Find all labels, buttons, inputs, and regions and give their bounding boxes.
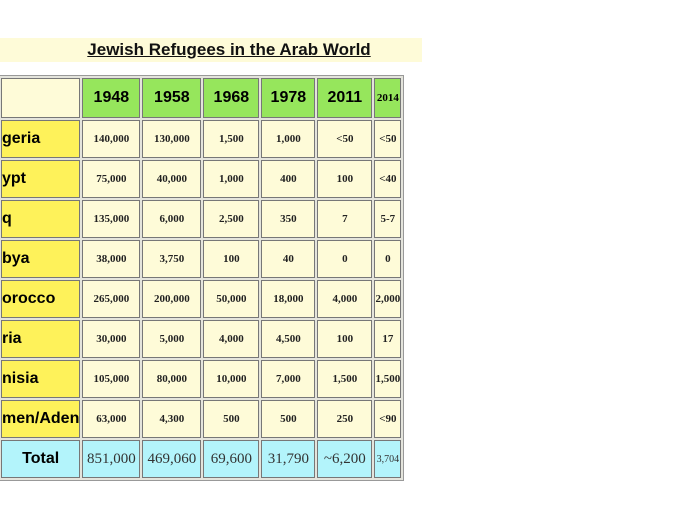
table-title: Jewish Refugees in the Arab World [87,40,371,59]
value-cell: 4,000 [203,320,260,358]
table-row: q 135,000 6,000 2,500 350 7 5-7 [1,200,402,238]
table-row: ria 30,000 5,000 4,000 4,500 100 17 [1,320,402,358]
column-header: 2011 [317,78,373,118]
value-cell: <50 [374,120,402,158]
total-cell: 851,000 [82,440,141,478]
value-cell: 400 [261,160,316,198]
value-cell: 2,500 [203,200,260,238]
value-cell: 100 [317,320,373,358]
country-label: nisia [1,360,81,398]
value-cell: 40,000 [142,160,202,198]
value-cell: 140,000 [82,120,141,158]
total-label: Total [1,440,81,478]
value-cell: 1,500 [203,120,260,158]
value-cell: <50 [317,120,373,158]
country-label: ria [1,320,81,358]
column-header: 1948 [82,78,141,118]
value-cell: 7 [317,200,373,238]
country-label: bya [1,240,81,278]
total-cell: 469,060 [142,440,202,478]
value-cell: 250 [317,400,373,438]
value-cell: 3,750 [142,240,202,278]
value-cell: <40 [374,160,402,198]
value-cell: 4,000 [317,280,373,318]
value-cell: 5-7 [374,200,402,238]
total-cell: 3,704 [374,440,402,478]
table-row: bya 38,000 3,750 100 40 0 0 [1,240,402,278]
table-row: geria 140,000 130,000 1,500 1,000 <50 <50 [1,120,402,158]
total-cell: 31,790 [261,440,316,478]
value-cell: 1,000 [261,120,316,158]
country-label: geria [1,120,81,158]
value-cell: 6,000 [142,200,202,238]
value-cell: 38,000 [82,240,141,278]
value-cell: 1,500 [374,360,402,398]
value-cell: 40 [261,240,316,278]
total-row: Total 851,000 469,060 69,600 31,790 ~6,200 3,7… [1,440,402,478]
column-header: 1968 [203,78,260,118]
value-cell: 4,300 [142,400,202,438]
value-cell: 500 [261,400,316,438]
value-cell: 100 [203,240,260,278]
value-cell: 5,000 [142,320,202,358]
value-cell: 1,000 [203,160,260,198]
value-cell: 4,500 [261,320,316,358]
value-cell: 30,000 [82,320,141,358]
value-cell: 135,000 [82,200,141,238]
value-cell: 2,000 [374,280,402,318]
value-cell: 100 [317,160,373,198]
country-label: ypt [1,160,81,198]
value-cell: 7,000 [261,360,316,398]
value-cell: 63,000 [82,400,141,438]
total-cell: ~6,200 [317,440,373,478]
value-cell: 200,000 [142,280,202,318]
value-cell: 75,000 [82,160,141,198]
value-cell: 10,000 [203,360,260,398]
table-title-bar: Jewish Refugees in the Arab World [0,38,422,62]
column-header: 1978 [261,78,316,118]
value-cell: 350 [261,200,316,238]
table-row: men/Aden 63,000 4,300 500 500 250 <90 [1,400,402,438]
value-cell: 50,000 [203,280,260,318]
value-cell: <90 [374,400,402,438]
refugee-table: 1948 1958 1968 1978 2011 2014 geria 140,000 130,… [0,75,405,481]
value-cell: 80,000 [142,360,202,398]
value-cell: 0 [374,240,402,278]
total-cell: 69,600 [203,440,260,478]
value-cell: 500 [203,400,260,438]
header-row: 1948 1958 1968 1978 2011 2014 [1,78,402,118]
value-cell: 1,500 [317,360,373,398]
value-cell: 18,000 [261,280,316,318]
table-row: orocco 265,000 200,000 50,000 18,000 4,000 2,0… [1,280,402,318]
table-row: nisia 105,000 80,000 10,000 7,000 1,500 1,500 [1,360,402,398]
column-header: 2014 [374,78,402,118]
value-cell: 17 [374,320,402,358]
country-label: orocco [1,280,81,318]
country-label: men/Aden [1,400,81,438]
column-header: 1958 [142,78,202,118]
table-row: ypt 75,000 40,000 1,000 400 100 <40 [1,160,402,198]
value-cell: 130,000 [142,120,202,158]
value-cell: 0 [317,240,373,278]
country-label: q [1,200,81,238]
corner-cell [1,78,81,118]
value-cell: 105,000 [82,360,141,398]
value-cell: 265,000 [82,280,141,318]
